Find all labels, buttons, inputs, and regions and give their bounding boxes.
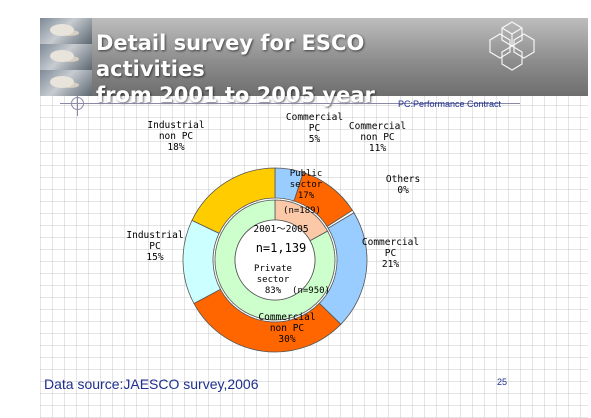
guide-horizontal-line (60, 103, 520, 104)
page-number: 25 (497, 377, 508, 387)
bird-photo-thumbnail-3 (40, 70, 92, 96)
inner-label-public: Public sector 17% (290, 169, 323, 201)
outer-label-3: Commercial PC 21% (362, 237, 419, 270)
title-banner (40, 18, 588, 96)
outer-label-6: Industrial non PC 18% (147, 120, 204, 153)
inner-label-public-n: (n=189) (283, 206, 321, 216)
cube-lattice-logo-icon (489, 21, 535, 71)
crosshair-circle-icon (71, 97, 84, 110)
title-line-1: Detail survey for ESCO activities (96, 31, 365, 81)
data-source-footer: Data source:JAESCO survey,2006 (44, 376, 259, 392)
center-label-total: n=1,139 (256, 241, 307, 255)
outer-slice-6 (191, 167, 276, 234)
outer-label-0: Commercial PC 5% (286, 112, 343, 145)
donut-center-hole (234, 219, 316, 301)
inner-label-private: Private sector 83% (254, 264, 292, 296)
outer-label-1: Commercial non PC 11% (349, 121, 406, 154)
center-label-period: 2001～2005 (253, 224, 308, 235)
legend-note: PC:Performance Contract (398, 99, 502, 109)
outer-label-2: Others 0% (386, 174, 420, 196)
outer-label-4: Commercial non PC 30% (258, 312, 315, 345)
bird-photo-thumbnail-1 (40, 18, 92, 44)
bird-photo-thumbnail-2 (40, 44, 92, 70)
outer-label-5: Industrial PC 15% (126, 230, 183, 263)
inner-label-private-n: (n=950) (292, 286, 330, 296)
